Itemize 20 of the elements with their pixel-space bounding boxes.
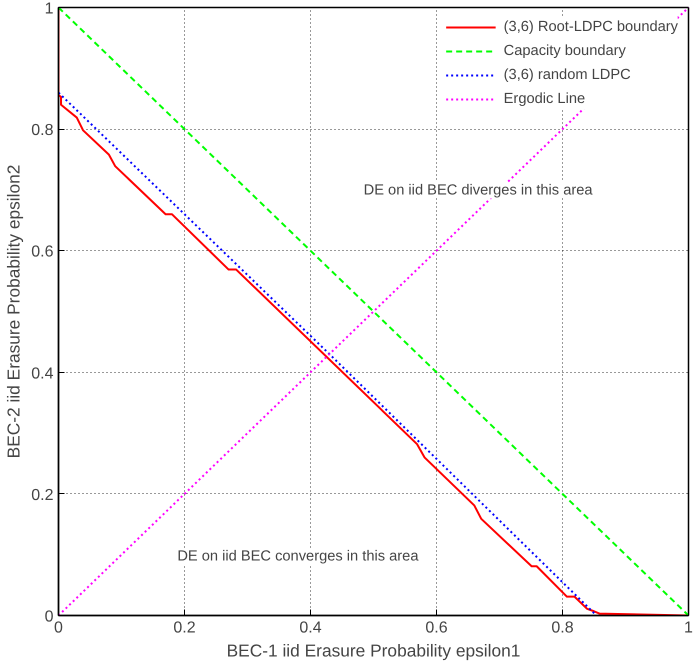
- x-tick-label: 0.6: [425, 620, 448, 636]
- y-tick-label: 0.6: [31, 244, 54, 261]
- annotation: DE on iid BEC converges in this area: [177, 548, 420, 565]
- y-tick-label: 0.4: [31, 365, 54, 382]
- x-axis-title: BEC-1 iid Erasure Probability epsilon1: [226, 640, 520, 660]
- y-tick-label: 1: [44, 0, 54, 18]
- legend-label: Ergodic Line: [504, 91, 586, 107]
- x-tick-label: 0.8: [551, 620, 574, 636]
- y-axis-title: BEC-2 iid Erasure Probability epsilon2: [3, 164, 24, 458]
- y-tick-label: 0.8: [31, 122, 54, 140]
- x-tick-label: 1: [684, 620, 694, 636]
- legend-label: Capacity boundary: [504, 43, 626, 59]
- y-tick-label: 0.2: [31, 486, 54, 504]
- y-tick-label: 0: [44, 608, 54, 626]
- line-series: [58, 8, 688, 616]
- legend-label: (3,6) random LDPC: [504, 67, 631, 83]
- x-tick-label: 0.2: [173, 620, 196, 636]
- annotation: DE on iid BEC diverges in this area: [364, 182, 594, 199]
- x-tick-label: 0.4: [299, 620, 322, 636]
- legend-label: (3,6) Root-LDPC boundary: [504, 19, 678, 35]
